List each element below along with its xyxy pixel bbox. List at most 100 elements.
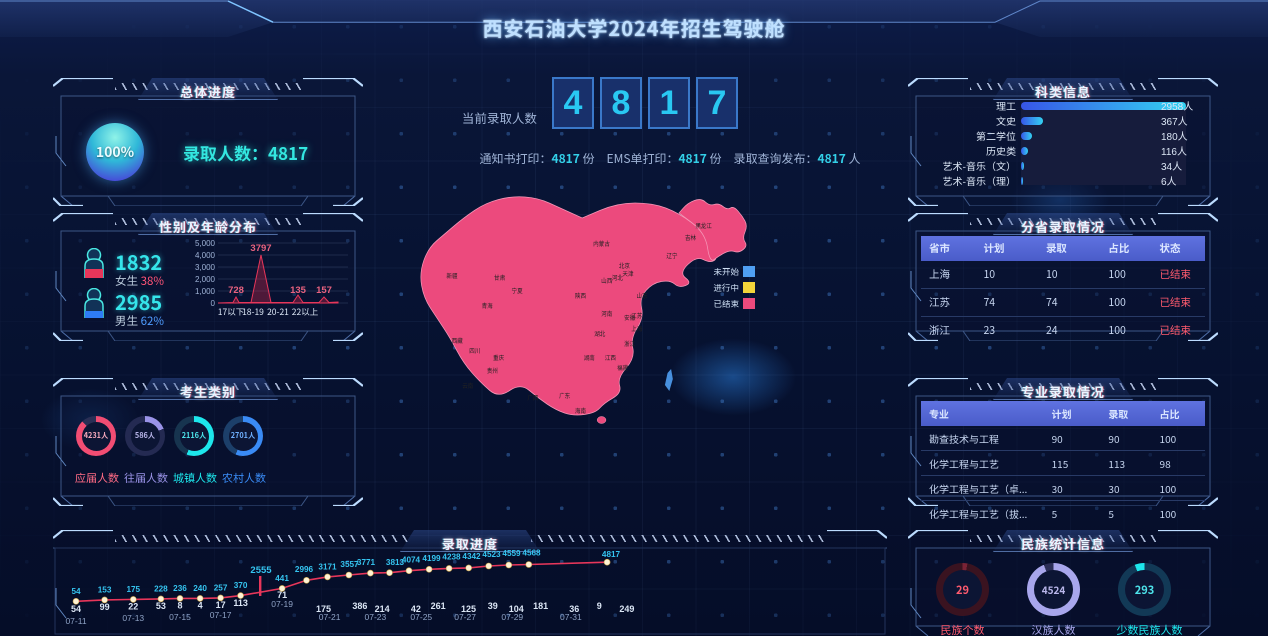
svg-text:天津: 天津 (622, 269, 633, 279)
svg-text:9: 9 (597, 601, 602, 611)
svg-text:441: 441 (275, 574, 289, 583)
svg-text:重庆: 重庆 (493, 353, 504, 363)
svg-text:2,000: 2,000 (195, 275, 216, 284)
svg-text:17以下: 17以下 (218, 306, 245, 318)
svg-text:4342: 4342 (462, 552, 481, 561)
svg-text:已结束: 已结束 (713, 298, 739, 310)
svg-text:240: 240 (193, 584, 207, 593)
svg-text:3,000: 3,000 (195, 263, 216, 272)
svg-text:07-11: 07-11 (65, 616, 86, 626)
svg-text:135: 135 (290, 285, 307, 296)
svg-text:249: 249 (619, 604, 634, 614)
svg-text:54: 54 (71, 587, 81, 596)
svg-text:370: 370 (234, 581, 248, 590)
svg-text:386: 386 (352, 601, 367, 611)
svg-text:山东: 山东 (637, 291, 648, 301)
svg-text:1,000: 1,000 (195, 287, 216, 296)
svg-text:江苏: 江苏 (631, 311, 642, 321)
svg-text:07-13: 07-13 (122, 613, 144, 623)
svg-text:0: 0 (211, 299, 216, 308)
svg-text:吉林: 吉林 (685, 233, 696, 243)
svg-text:22: 22 (128, 602, 138, 612)
svg-text:宁夏: 宁夏 (512, 286, 523, 296)
svg-text:文史: 文史 (996, 113, 1017, 128)
svg-text:5,000: 5,000 (195, 239, 216, 248)
svg-text:湖南: 湖南 (584, 353, 595, 363)
svg-text:07-27: 07-27 (454, 612, 476, 622)
svg-text:贵州: 贵州 (487, 366, 498, 376)
svg-text:第二学位: 第二学位 (976, 128, 1016, 143)
svg-text:257: 257 (214, 584, 228, 593)
svg-text:54: 54 (71, 604, 81, 614)
svg-text:进行中: 进行中 (713, 282, 739, 294)
svg-text:2996: 2996 (295, 565, 314, 574)
svg-text:3771: 3771 (357, 558, 376, 567)
svg-text:07-19: 07-19 (271, 599, 293, 609)
svg-text:西藏: 西藏 (452, 336, 463, 346)
svg-text:261: 261 (431, 601, 446, 611)
svg-text:浙江: 浙江 (624, 339, 635, 349)
svg-text:07-17: 07-17 (210, 610, 232, 620)
svg-text:53: 53 (156, 601, 166, 611)
svg-text:4074: 4074 (402, 556, 421, 565)
svg-text:07-25: 07-25 (410, 612, 432, 622)
svg-text:福建: 福建 (617, 363, 628, 373)
svg-text:黑龙江: 黑龙江 (695, 221, 712, 231)
svg-text:江西: 江西 (605, 353, 616, 363)
svg-text:河南: 河南 (601, 309, 612, 319)
svg-text:3171: 3171 (318, 563, 337, 572)
svg-text:辽宁: 辽宁 (666, 251, 677, 261)
svg-text:云南: 云南 (462, 381, 473, 391)
svg-text:367人: 367人 (1161, 116, 1188, 128)
svg-text:228: 228 (154, 585, 168, 594)
svg-text:181: 181 (533, 601, 548, 611)
svg-text:青海: 青海 (482, 301, 493, 311)
svg-text:07-31: 07-31 (560, 612, 582, 622)
svg-text:2958人: 2958人 (1161, 101, 1193, 113)
svg-text:广西: 广西 (527, 393, 538, 403)
svg-text:236: 236 (173, 584, 187, 593)
svg-text:山西: 山西 (601, 276, 612, 286)
svg-text:20-21: 20-21 (267, 306, 289, 318)
svg-text:新疆: 新疆 (446, 271, 457, 281)
svg-text:湖北: 湖北 (594, 329, 605, 339)
svg-text:河北: 河北 (612, 273, 623, 283)
svg-text:陕西: 陕西 (575, 291, 586, 301)
svg-text:3797: 3797 (250, 243, 271, 254)
svg-text:18-19: 18-19 (242, 306, 264, 318)
svg-text:四川: 四川 (469, 346, 480, 356)
svg-text:理工: 理工 (996, 100, 1016, 113)
svg-text:22以上: 22以上 (292, 306, 319, 318)
svg-text:180人: 180人 (1161, 131, 1188, 143)
svg-text:广东: 广东 (559, 391, 570, 401)
svg-text:海南: 海南 (575, 406, 586, 416)
svg-text:17: 17 (216, 600, 226, 610)
svg-text:艺术-音乐（文）: 艺术-音乐（文） (943, 158, 1016, 173)
svg-text:34人: 34人 (1161, 161, 1182, 173)
svg-text:6人: 6人 (1161, 176, 1177, 188)
svg-text:157: 157 (316, 285, 332, 296)
svg-text:07-29: 07-29 (501, 612, 523, 622)
svg-text:07-15: 07-15 (169, 612, 191, 622)
svg-text:175: 175 (126, 585, 140, 594)
svg-text:甘肃: 甘肃 (494, 273, 505, 283)
svg-text:4,000: 4,000 (195, 251, 216, 260)
svg-text:未开始: 未开始 (713, 266, 739, 278)
svg-text:历史类: 历史类 (986, 143, 1016, 158)
svg-text:07-23: 07-23 (365, 612, 387, 622)
svg-text:99: 99 (100, 602, 110, 612)
svg-text:116人: 116人 (1161, 146, 1187, 158)
svg-text:内蒙古: 内蒙古 (593, 239, 610, 249)
svg-text:4: 4 (198, 601, 203, 611)
svg-text:113: 113 (233, 598, 248, 608)
svg-text:728: 728 (228, 285, 244, 296)
svg-text:2555: 2555 (250, 565, 272, 576)
svg-text:艺术-音乐（理）: 艺术-音乐（理） (943, 173, 1016, 188)
svg-text:153: 153 (98, 586, 112, 595)
svg-text:07-21: 07-21 (319, 612, 341, 622)
svg-text:8: 8 (177, 601, 182, 611)
svg-text:39: 39 (488, 601, 498, 611)
svg-text:上海: 上海 (631, 324, 642, 334)
svg-text:4238: 4238 (442, 553, 461, 562)
svg-text:4199: 4199 (422, 554, 441, 563)
